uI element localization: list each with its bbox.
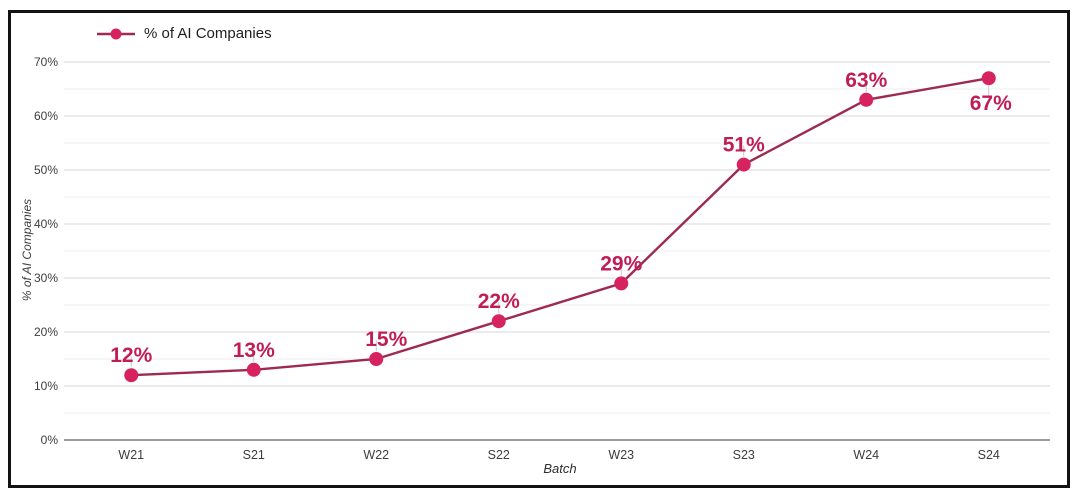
- y-tick-label: 0%: [41, 433, 59, 447]
- x-tick-label: W22: [363, 448, 389, 462]
- y-tick-label: 50%: [34, 163, 58, 177]
- y-axis-title: % of AI Companies: [20, 198, 34, 302]
- legend: % of AI Companies: [97, 25, 272, 42]
- x-tick-label: S21: [243, 448, 265, 462]
- data-label: 15%: [365, 328, 407, 351]
- x-tick-label: W21: [118, 448, 144, 462]
- x-tick-label: S23: [733, 448, 755, 462]
- series-line: [131, 77, 989, 377]
- x-tick-label: W24: [853, 448, 879, 462]
- legend-line-marker-icon: [97, 28, 135, 39]
- chart-frame: [8, 10, 1070, 488]
- y-tick-label: 20%: [34, 325, 58, 339]
- data-label: 51%: [723, 134, 765, 157]
- y-tick-label: 70%: [34, 55, 58, 69]
- data-point[interactable]: [859, 92, 874, 107]
- data-label: 12%: [110, 344, 152, 367]
- y-tick-label: 30%: [34, 271, 58, 285]
- data-label: 29%: [600, 252, 642, 275]
- x-tick-label: S24: [978, 448, 1000, 462]
- y-tick-label: 60%: [34, 109, 58, 123]
- data-point[interactable]: [614, 276, 629, 291]
- y-tick-label: 10%: [34, 379, 58, 393]
- data-label: 13%: [233, 339, 275, 362]
- data-label: 22%: [478, 290, 520, 313]
- data-point[interactable]: [124, 368, 139, 383]
- data-point[interactable]: [736, 157, 751, 172]
- data-label: 63%: [845, 69, 887, 92]
- y-tick-label: 40%: [34, 217, 58, 231]
- x-axis-title: Batch: [543, 461, 577, 476]
- data-point[interactable]: [369, 352, 384, 366]
- data-point[interactable]: [981, 71, 996, 86]
- data-label: 67%: [970, 92, 1012, 115]
- data-point[interactable]: [246, 362, 261, 377]
- legend-label: % of AI Companies: [144, 25, 272, 42]
- data-point[interactable]: [491, 314, 506, 329]
- x-tick-label: W23: [608, 448, 634, 462]
- x-tick-label: S22: [488, 448, 510, 462]
